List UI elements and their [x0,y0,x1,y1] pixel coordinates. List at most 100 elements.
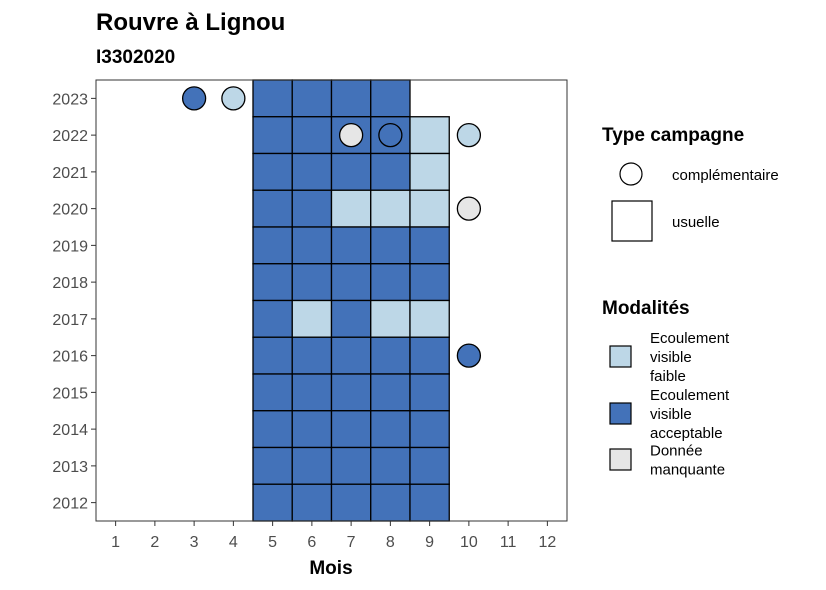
cell-2020-7 [330,189,372,228]
cell-2021-8 [370,152,411,191]
x-tick-label: 5 [268,534,277,551]
cell-2019-8 [370,226,411,265]
cell-2018-5 [252,263,293,302]
y-tick-label: 2016 [52,349,88,366]
cell-2020-5 [252,189,293,228]
cell-2017-9 [409,299,450,338]
x-tick-label: 11 [500,534,517,551]
cell-2012-5 [252,483,293,522]
legend-key-faible [609,345,632,368]
legend-key-acceptable [609,402,632,425]
legend-key-usuelle [611,200,653,242]
point-2023-3 [181,86,207,111]
legend-label-faible: Ecoulement [650,330,730,347]
x-tick-label: 9 [425,534,434,551]
cell-2021-9 [409,152,450,191]
x-tick-label: 6 [307,534,316,551]
cell-2017-6 [291,299,333,338]
cell-2016-6 [291,336,333,375]
legend-mod-items: Ecoulement visible faible Ecoulement visible… [609,330,730,479]
point-2023-4 [221,86,246,111]
point-2022-8 [378,122,403,148]
cell-2023-7 [330,79,372,118]
cell-2014-5 [252,410,293,449]
cell-2021-5 [252,152,293,191]
cell-2015-8 [370,373,411,412]
cell-2023-5 [252,79,293,118]
cell-2022-8 [370,116,411,155]
cell-2014-9 [409,410,450,449]
cell-2020-8 [370,189,411,228]
cell-2018-9 [409,263,450,302]
y-tick-label: 2023 [52,91,88,108]
y-tick-label: 2018 [52,275,88,292]
x-tick-label: 8 [386,534,395,551]
cell-2023-8 [370,79,411,118]
y-tick-label: 2014 [52,422,88,439]
x-axis-title: Mois [309,558,352,579]
cell-2013-5 [252,446,293,485]
cell-2018-7 [330,263,372,302]
cell-2015-9 [409,373,450,412]
cell-2022-5 [252,116,293,155]
x-tick-label: 1 [111,534,120,551]
cell-2017-7 [330,299,372,338]
cell-2023-6 [291,79,333,118]
cell-2014-6 [291,410,333,449]
cell-2014-8 [370,410,411,449]
legend-label-acceptable: visible [650,406,692,423]
y-tick-label: 2020 [52,202,88,219]
point-2022-7 [338,122,364,148]
cell-2014-7 [330,410,372,449]
chart-title: Rouvre à Lignou [96,9,285,36]
legend-label-faible: faible [650,368,686,385]
cell-2013-7 [330,446,372,485]
cell-2016-5 [252,336,293,375]
cell-2019-9 [409,226,450,265]
y-tick-label: 2012 [52,496,88,513]
cell-2019-7 [330,226,372,265]
cell-2019-6 [291,226,333,265]
x-tick-label: 2 [150,534,159,551]
y-tick-label: 2022 [52,128,88,145]
legend-label-manquante: Donnée [650,443,703,460]
cell-2016-7 [330,336,372,375]
cell-2012-9 [409,483,450,522]
y-tick-label: 2013 [52,459,88,476]
cell-2016-9 [409,336,450,375]
cell-2012-8 [370,483,411,522]
point-2022-10 [456,122,482,148]
cell-2012-7 [330,483,372,522]
cell-2022-6 [291,116,333,155]
cell-2019-5 [252,226,293,265]
cell-2012-6 [291,483,333,522]
y-tick-label: 2021 [52,165,88,182]
legend-label-faible: visible [650,349,692,366]
legend-label-acceptable: Ecoulement [650,387,730,404]
cells-layer [252,79,450,522]
cell-2013-6 [291,446,333,485]
x-tick-label: 7 [347,534,356,551]
legend-mod-title: Modalités [602,298,690,319]
x-axis: 1 2 3 4 5 6 7 8 9 10 11 12 [111,521,556,551]
cell-2013-9 [409,446,450,485]
legend-label-manquante: manquante [650,462,725,479]
point-2016-10 [456,343,482,368]
chart-subtitle: I3302020 [96,47,175,68]
x-tick-label: 4 [229,534,238,551]
cell-2020-9 [409,189,450,228]
cell-2015-7 [330,373,372,412]
cell-2017-5 [252,299,293,338]
y-tick-label: 2015 [52,385,88,402]
x-tick-label: 12 [538,534,556,551]
y-tick-label: 2017 [52,312,88,329]
legend-label-usuelle: usuelle [672,214,720,231]
legend-key-complementaire [619,162,643,186]
cell-2015-5 [252,373,293,412]
cell-2017-8 [370,299,411,338]
legend-key-manquante [609,448,632,471]
points-layer [181,86,482,368]
cell-2015-6 [291,373,333,412]
cell-2021-7 [330,152,372,191]
